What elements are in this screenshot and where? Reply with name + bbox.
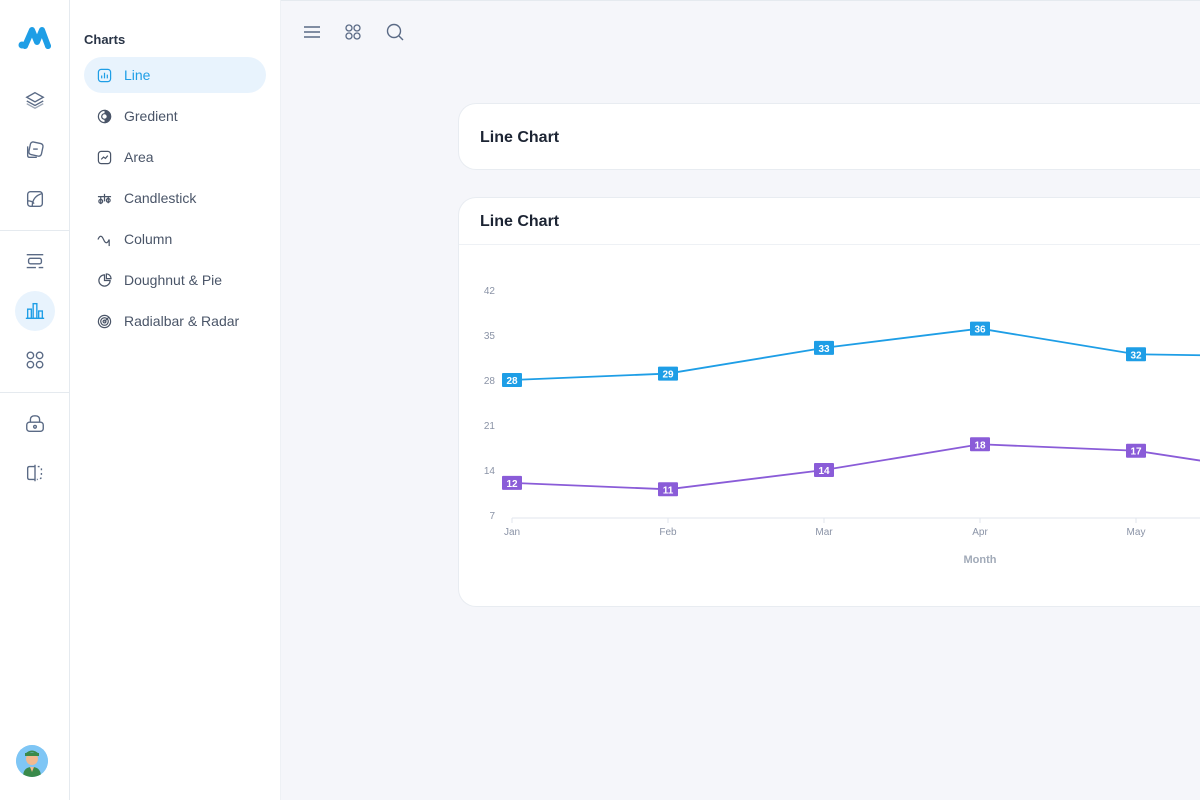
x-tick-label: Mar <box>815 527 833 538</box>
sidebar-item-column[interactable]: Column <box>84 221 266 257</box>
x-tick-label: Apr <box>972 527 988 538</box>
avatar[interactable] <box>16 745 48 777</box>
page-title: Line Chart <box>480 129 560 146</box>
data-label: 18 <box>974 440 986 451</box>
data-point <box>502 373 522 387</box>
layers-icon[interactable] <box>15 80 55 120</box>
sidebar-item-label: Candlestick <box>124 190 197 206</box>
split-icon[interactable] <box>15 453 55 493</box>
card-divider <box>459 244 1200 245</box>
line-chart[interactable]: 7 14 21 28 35 42 Jan Feb Mar Apr May Month 28 29 33 36 3… <box>459 198 1200 606</box>
sidebar-item-label: Line <box>124 67 151 83</box>
sidebar-item-radialbar-radar[interactable]: Radialbar & Radar <box>84 303 266 339</box>
sidebar-item-label: Radialbar & Radar <box>124 313 240 329</box>
candlestick-icon <box>96 190 112 206</box>
layout-icon[interactable] <box>15 242 55 282</box>
data-label: 12 <box>506 479 518 490</box>
search-icon[interactable] <box>384 21 406 43</box>
menu-icon[interactable] <box>301 21 323 43</box>
x-tick-label: Feb <box>659 527 677 538</box>
sidebar-item-gredient[interactable]: Gredient <box>84 98 266 134</box>
series-line <box>511 327 1200 381</box>
x-tick-label: May <box>1127 527 1146 538</box>
data-label: 17 <box>1130 447 1142 458</box>
data-label: 11 <box>663 485 674 496</box>
charts-subnav: Charts Line Gredient Area Candlestick Co… <box>70 0 281 800</box>
pie-chart-icon <box>96 272 112 288</box>
data-label: 14 <box>818 466 830 477</box>
data-label: 28 <box>506 376 518 387</box>
page-header-card: Line Chart <box>458 103 1200 170</box>
subnav-heading: Charts <box>84 32 126 47</box>
data-label: 33 <box>818 344 830 355</box>
data-point <box>814 463 834 477</box>
chart-card-title: Line Chart <box>480 213 560 230</box>
gradient-circle-icon <box>96 108 112 124</box>
chart-icon[interactable] <box>15 291 55 331</box>
sidebar-item-area[interactable]: Area <box>84 139 266 175</box>
data-point <box>814 340 834 355</box>
data-label: 32 <box>1130 350 1142 361</box>
sidebar-item-candlestick[interactable]: Candlestick <box>84 180 266 216</box>
data-point <box>1126 347 1146 362</box>
x-axis-title: Month <box>964 554 997 566</box>
icon-rail <box>0 0 70 800</box>
rail-divider <box>0 392 70 393</box>
series-line <box>511 443 1200 491</box>
y-tick-label: 42 <box>484 286 496 297</box>
data-point <box>658 366 678 381</box>
data-point <box>658 482 678 497</box>
leaf-icon[interactable] <box>15 179 55 219</box>
area-chart-icon <box>96 149 112 165</box>
rail-divider <box>0 230 70 231</box>
y-tick-label: 14 <box>484 466 496 477</box>
chart-card: Line Chart 7 14 21 28 35 42 Jan Feb Mar Apr May Mon… <box>458 197 1200 607</box>
sidebar-item-label: Area <box>124 149 154 165</box>
data-point <box>970 437 990 452</box>
sticker-icon[interactable] <box>15 130 55 170</box>
data-label: 36 <box>974 325 986 336</box>
sidebar-item-label: Gredient <box>124 108 178 124</box>
radial-icon <box>96 313 112 329</box>
app-logo[interactable] <box>17 24 53 52</box>
x-tick-label: Jan <box>504 527 520 538</box>
sidebar-item-line[interactable]: Line <box>84 57 266 93</box>
sidebar-item-doughnut-pie[interactable]: Doughnut & Pie <box>84 262 266 298</box>
data-point <box>502 475 522 490</box>
data-point <box>1126 443 1146 458</box>
sidebar-item-label: Doughnut & Pie <box>124 272 223 288</box>
sidebar-item-label: Column <box>124 231 173 247</box>
y-tick-label: 7 <box>489 511 495 522</box>
y-tick-label: 28 <box>484 376 496 387</box>
apps-grid-icon[interactable] <box>342 21 364 43</box>
top-bar <box>281 0 1200 64</box>
data-point <box>970 321 990 336</box>
lock-icon[interactable] <box>15 404 55 444</box>
y-tick-label: 35 <box>484 331 496 342</box>
data-label: 29 <box>662 370 674 381</box>
bar-chart-icon <box>96 67 112 83</box>
wave-icon <box>96 231 112 247</box>
y-tick-label: 21 <box>484 421 496 432</box>
apps-icon[interactable] <box>15 340 55 380</box>
